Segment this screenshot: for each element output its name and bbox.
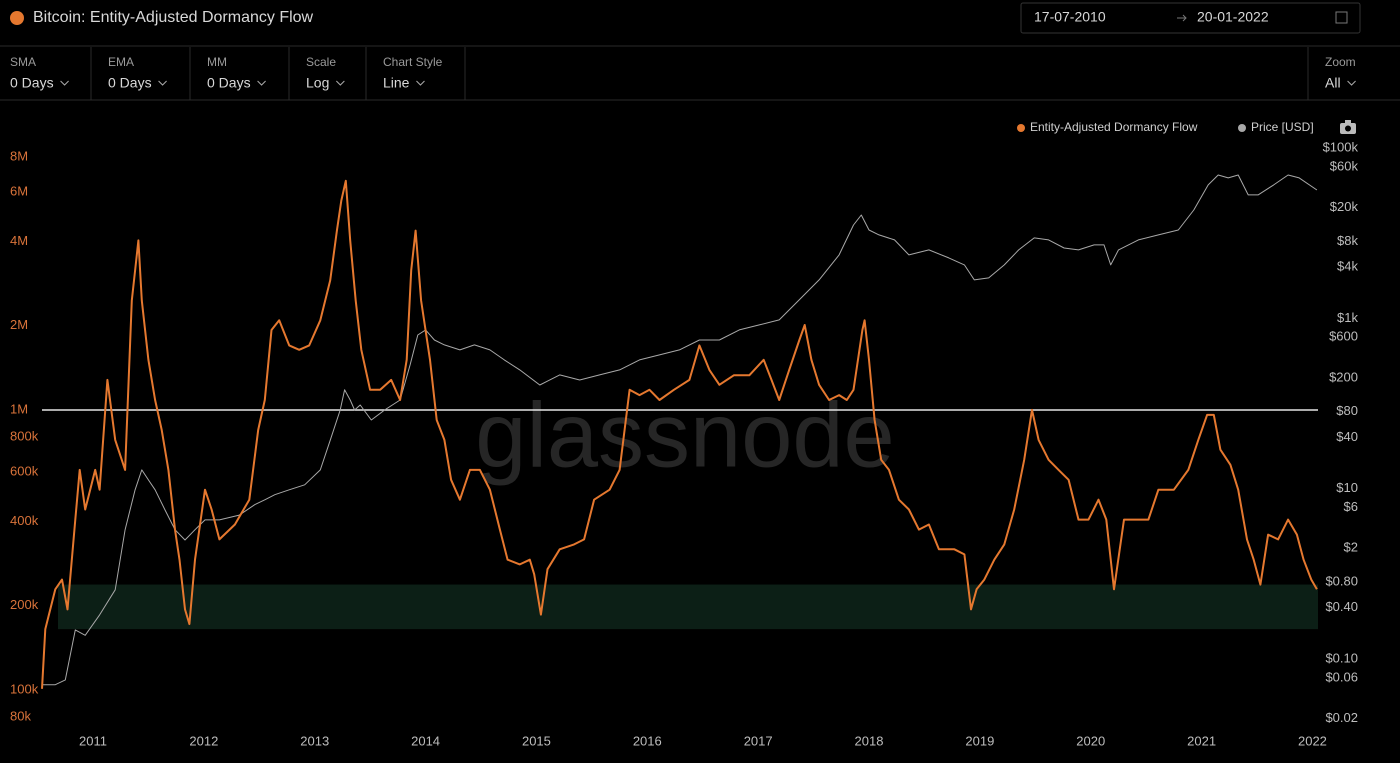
y-tick-label: 800k <box>10 429 39 444</box>
legend-marker[interactable] <box>1238 124 1246 132</box>
control-value[interactable]: Line <box>383 75 410 91</box>
y-tick-label: 80k <box>10 709 31 724</box>
y2-tick-label: $20k <box>1330 199 1359 214</box>
y-tick-label: 6M <box>10 183 28 198</box>
date-picker[interactable]: 17-07-2010 20-01-2022 <box>1020 2 1361 34</box>
y2-tick-label: $60k <box>1330 158 1359 173</box>
chevron[interactable] <box>158 80 167 86</box>
toolbar: SMA 0 Days EMA 0 Days MM 0 Days Scale Log Chart … <box>10 47 1356 100</box>
control-value[interactable]: Log <box>306 75 329 91</box>
zoom-value[interactable]: All <box>1325 75 1341 91</box>
chart-title: Bitcoin: Entity-Adjusted Dormancy Flow <box>33 9 314 26</box>
date-start[interactable]: 17-07-2010 <box>1034 9 1106 25</box>
legend-label[interactable]: Entity-Adjusted Dormancy Flow <box>1030 120 1198 134</box>
y-tick-label: 400k <box>10 513 39 528</box>
legend-marker[interactable] <box>1017 124 1025 132</box>
x-tick-label: 2019 <box>965 733 994 748</box>
x-tick-label: 2014 <box>411 733 440 748</box>
y2-tick-label: $0.10 <box>1325 651 1358 666</box>
series-line <box>42 174 1318 686</box>
y-tick-label: 1M <box>10 401 28 416</box>
camera-lens[interactable] <box>1345 125 1351 132</box>
chevron[interactable] <box>1347 80 1356 86</box>
date-arrow <box>1177 14 1187 22</box>
plot: 80k 100k 200k 400k 600k 800k 1M 2M 4M 6M 8M $0.02 $0… <box>10 120 1358 748</box>
y-tick-label: 100k <box>10 681 39 696</box>
x-tick-label: 2017 <box>744 733 773 748</box>
x-tick-label: 2021 <box>1187 733 1216 748</box>
camera-icon[interactable] <box>1340 120 1356 134</box>
zoom-label: Zoom <box>1325 55 1356 69</box>
y2-tick-label: $100k <box>1323 139 1359 154</box>
y2-tick-label: $40 <box>1336 429 1358 444</box>
support-band <box>58 584 1318 630</box>
control-label: Chart Style <box>383 55 443 69</box>
chevron[interactable] <box>257 80 266 86</box>
y2-tick-label: $1k <box>1337 310 1358 325</box>
y-tick-label: 4M <box>10 233 28 248</box>
y2-tick-label: $0.40 <box>1325 599 1358 614</box>
chevron[interactable] <box>336 80 345 86</box>
y2-tick-label: $4k <box>1337 258 1358 273</box>
control-value[interactable]: 0 Days <box>207 75 251 91</box>
calendar-icon[interactable] <box>1335 11 1348 24</box>
x-tick-label: 2018 <box>855 733 884 748</box>
date-end[interactable]: 20-01-2022 <box>1197 9 1269 25</box>
control-label: Scale <box>306 55 336 69</box>
y2-tick-label: $2 <box>1344 540 1358 555</box>
camera-top[interactable] <box>1345 120 1351 124</box>
y2-tick-label: $600 <box>1329 329 1358 344</box>
legend-label[interactable]: Price [USD] <box>1251 120 1314 134</box>
x-tick-label: 2013 <box>300 733 329 748</box>
y-tick-label: 600k <box>10 464 39 479</box>
y2-tick-label: $6 <box>1344 499 1358 514</box>
control-label: SMA <box>10 55 36 69</box>
y2-tick-label: $10 <box>1336 480 1358 495</box>
watermark: glassnode <box>475 384 894 486</box>
x-tick-label: 2016 <box>633 733 662 748</box>
y2-tick-label: $80 <box>1336 403 1358 418</box>
y2-tick-label: $8k <box>1337 233 1358 248</box>
chevron[interactable] <box>60 80 69 86</box>
x-tick-label: 2011 <box>79 733 107 748</box>
y2-tick-label: $0.02 <box>1325 710 1358 725</box>
control-label: MM <box>207 55 227 69</box>
control-value[interactable]: 0 Days <box>108 75 152 91</box>
series-line <box>41 179 1318 689</box>
date-box[interactable] <box>1020 2 1361 34</box>
x-tick-label: 2015 <box>522 733 551 748</box>
y2-tick-label: $200 <box>1329 369 1358 384</box>
x-tick-label: 2012 <box>189 733 218 748</box>
y-tick-label: 2M <box>10 317 28 332</box>
control-value[interactable]: 0 Days <box>10 75 54 91</box>
y-tick-label: 200k <box>10 597 39 612</box>
x-tick-label: 2020 <box>1076 733 1105 748</box>
control-label: EMA <box>108 55 134 69</box>
chevron[interactable] <box>416 80 425 86</box>
bitcoin-icon <box>10 11 24 25</box>
x-tick-label: 2022 <box>1298 733 1327 748</box>
y2-tick-label: $0.80 <box>1325 574 1358 589</box>
y-tick-label: 8M <box>10 148 28 163</box>
y2-tick-label: $0.06 <box>1325 669 1358 684</box>
